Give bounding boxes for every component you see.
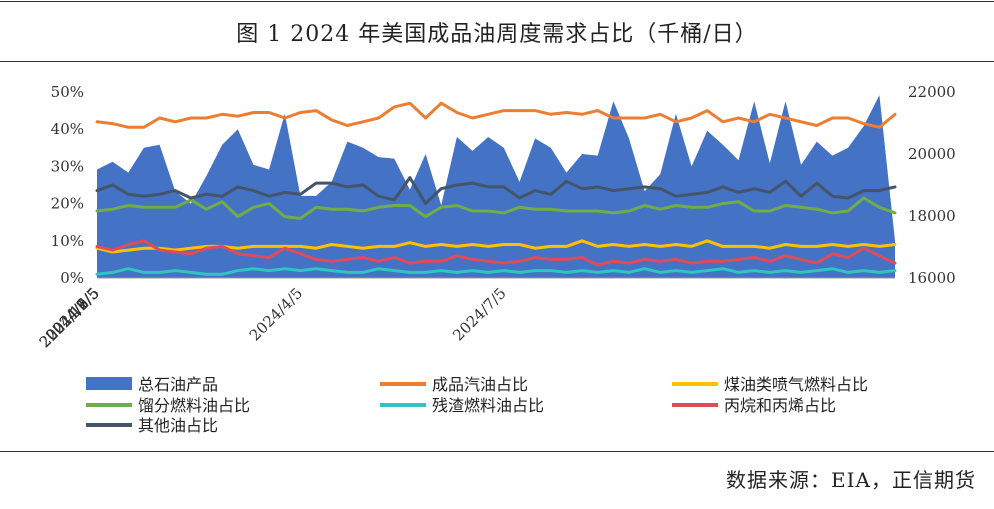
legend-label: 总石油产品 [138,375,218,394]
x-tick-label: 2024/12/5 [36,284,103,351]
y-right-tick-label: 22000 [908,83,956,101]
y-right-tick-label: 18000 [908,207,956,225]
series-line-6 [95,176,897,206]
y-left-tick-label: 10% [51,232,84,250]
y-left-tick-label: 20% [51,195,84,213]
footer-rule [0,451,994,452]
chart-title: 图 1 2024 年美国成品油周度需求占比（千桶/日） [236,22,758,47]
series-line-4 [95,267,897,276]
series-line-2 [95,239,897,254]
y-right-tick-label: 20000 [908,145,956,163]
legend-label: 丙烷和丙烯占比 [724,396,836,415]
title-top-rule [0,1,994,2]
y-right-tick-label: 16000 [908,269,956,287]
series-line-5 [95,239,897,267]
legend-swatch-area [86,377,132,390]
title-bottom-rule [0,61,994,62]
x-tick-label: 2024/7/5 [449,284,509,344]
legend-label: 残渣燃料油占比 [432,396,544,415]
legend-label: 其他油占比 [138,416,218,435]
legend-label: 馏分燃料油占比 [138,396,250,415]
source-note: 数据来源：EIA，正信期货 [726,468,976,492]
series-line-1 [95,101,897,129]
y-left-tick-label: 40% [51,120,84,138]
x-tick-label: 2024/4/5 [246,284,306,344]
series-line-3 [95,196,897,220]
legend-label: 煤油类喷气燃料占比 [724,375,868,394]
y-left-tick-label: 0% [60,269,84,287]
y-left-tick-label: 30% [51,157,84,175]
y-left-tick-label: 50% [51,83,84,101]
legend-label: 成品汽油占比 [432,375,528,394]
